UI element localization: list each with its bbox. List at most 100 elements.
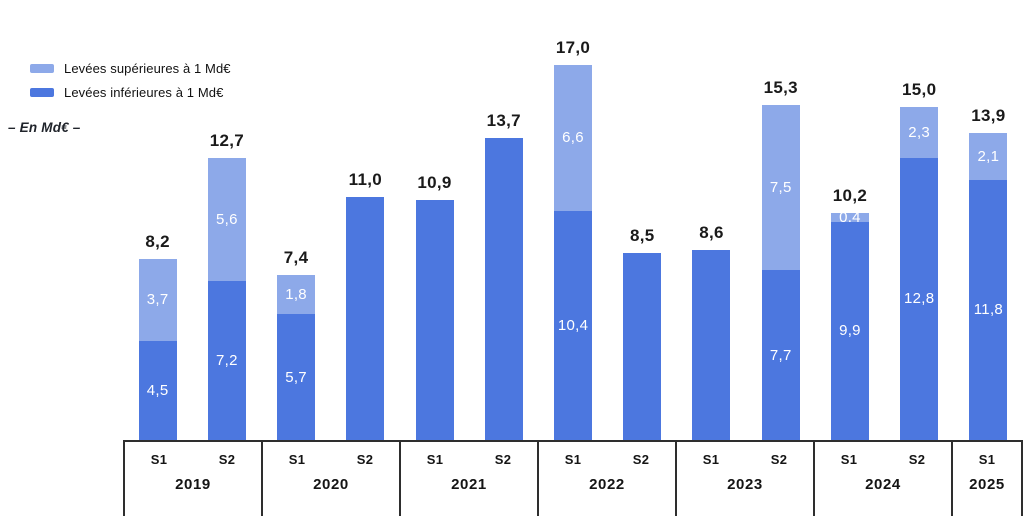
total-value-label: 15,3 xyxy=(763,77,798,97)
segment-inferieures xyxy=(484,137,523,440)
total-value-label: 12,7 xyxy=(209,130,244,150)
legend-item-superieures: Levées supérieures à 1 Md€ xyxy=(30,61,231,76)
semester-label-2021-S1: S1 xyxy=(426,452,444,467)
segment-superieures: 1,8 xyxy=(277,274,316,315)
semester-row: S1 S2 xyxy=(677,442,813,467)
semester-label-2021-S2: S2 xyxy=(494,452,512,467)
stacked-bar-2024-S2: 15,0 2,3 12,8 xyxy=(900,80,939,440)
axis-group-2021: S1 S2 2021 xyxy=(399,442,537,516)
segment-inferieures: 7,2 xyxy=(207,281,246,440)
segment-superieures: 0,4 xyxy=(830,208,869,226)
segment-value-label: 11,8 xyxy=(973,301,1004,319)
segment-superieures: 7,5 xyxy=(761,104,800,271)
semester-label-2024-S1: S1 xyxy=(840,452,858,467)
segment-value-label: 2,3 xyxy=(908,123,931,141)
legend-label-inferieures: Levées inférieures à 1 Md€ xyxy=(64,85,224,100)
total-value-label: 13,9 xyxy=(971,106,1006,126)
segment-value-label: 0,4 xyxy=(839,208,861,226)
bar-slot-2019-S2: 12,7 5,6 7,2 xyxy=(192,0,261,440)
legend-swatch-light-blue xyxy=(30,64,54,73)
legend-swatch-dark-blue xyxy=(30,88,54,97)
segment-superieures: 6,6 xyxy=(554,65,593,211)
total-value-label: 10,2 xyxy=(832,185,868,205)
bar-slot-2025-S1: 13,9 2,1 11,8 xyxy=(954,0,1023,440)
stacked-bar-2020-S2: 11,0 xyxy=(346,170,385,440)
segment-value-label: 7,7 xyxy=(769,346,792,364)
segment-inferieures xyxy=(692,250,731,440)
segment-value-label: 5,6 xyxy=(215,210,238,228)
bar-slot-2020-S2: 11,0 xyxy=(331,0,400,440)
axis-group-2022: S1 S2 2022 xyxy=(537,442,675,516)
year-label-2021: 2021 xyxy=(451,476,487,493)
semester-row: S1 S2 xyxy=(815,442,951,467)
segment-inferieures: 4,5 xyxy=(138,340,177,440)
semester-label-2022-S2: S2 xyxy=(632,452,650,467)
segment-inferieures xyxy=(623,252,662,440)
segment-inferieures xyxy=(346,197,385,440)
bar-slot-2022-S1: 17,0 6,6 10,4 xyxy=(538,0,607,440)
segment-inferieures: 12,8 xyxy=(900,157,939,440)
segment-inferieures: 11,8 xyxy=(969,179,1008,440)
stacked-bar-2024-S1: 10,2 0,4 9,9 xyxy=(830,186,869,440)
segment-value-label: 7,5 xyxy=(769,178,792,196)
unit-label: – En Md€ – xyxy=(8,120,81,135)
stacked-bar-2021-S2: 13,7 xyxy=(484,111,523,440)
axis-group-2025: S1 2025 xyxy=(951,442,1021,516)
semester-label-2023-S1: S1 xyxy=(702,452,720,467)
segment-value-label: 9,9 xyxy=(839,322,861,340)
semester-label-2023-S2: S2 xyxy=(770,452,788,467)
segment-value-label: 7,2 xyxy=(215,352,238,370)
segment-inferieures: 5,7 xyxy=(277,314,316,440)
segment-value-label: 4,5 xyxy=(146,381,169,399)
stacked-bar-2021-S1: 10,9 xyxy=(415,173,454,440)
segment-superieures: 2,1 xyxy=(969,133,1008,180)
semester-label-2025-S1: S1 xyxy=(978,452,996,467)
semester-label-2024-S2: S2 xyxy=(908,452,926,467)
total-value-label: 17,0 xyxy=(555,38,591,58)
segment-value-label: 12,8 xyxy=(903,290,935,308)
segment-inferieures: 9,9 xyxy=(830,221,869,440)
segment-value-label: 3,7 xyxy=(146,291,169,309)
stacked-bar-2023-S2: 15,3 7,5 7,7 xyxy=(761,78,800,440)
total-value-label: 10,9 xyxy=(417,172,452,192)
total-value-label: 8,6 xyxy=(699,223,724,243)
total-value-label: 8,5 xyxy=(629,225,655,245)
x-axis: S1 S2 2019 S1 S2 2020 S1 S2 2021 S1 S2 2022 S1 S2 2023… xyxy=(123,440,1023,516)
semester-row: S1 S2 xyxy=(263,442,399,467)
stacked-bar-2019-S2: 12,7 5,6 7,2 xyxy=(207,131,246,440)
axis-group-2019: S1 S2 2019 xyxy=(123,442,261,516)
semester-label-2019-S2: S2 xyxy=(218,452,236,467)
legend: Levées supérieures à 1 Md€ Levées inféri… xyxy=(30,61,231,100)
bar-slot-2021-S1: 10,9 xyxy=(400,0,469,440)
bar-slot-2023-S1: 8,6 xyxy=(677,0,746,440)
stacked-bar-2025-S1: 13,9 2,1 11,8 xyxy=(969,106,1008,440)
total-value-label: 15,0 xyxy=(902,79,937,99)
year-label-2022: 2022 xyxy=(589,476,625,493)
total-value-label: 7,4 xyxy=(283,247,309,267)
axis-group-2024: S1 S2 2024 xyxy=(813,442,951,516)
total-value-label: 13,7 xyxy=(486,110,521,130)
semester-row: S1 S2 xyxy=(401,442,537,467)
year-label-2025: 2025 xyxy=(969,476,1005,493)
semester-row: S1 S2 xyxy=(539,442,675,467)
year-label-2019: 2019 xyxy=(175,476,211,493)
semester-label-2020-S2: S2 xyxy=(356,452,374,467)
year-label-2024: 2024 xyxy=(865,476,901,493)
plot-area: 8,2 3,7 4,5 12,7 5,6 7,2 7,4 1,8 5,7 11,0 10,9 13,7… xyxy=(123,0,1023,440)
legend-label-superieures: Levées supérieures à 1 Md€ xyxy=(64,61,231,76)
semester-label-2022-S1: S1 xyxy=(564,452,582,467)
bar-slot-2023-S2: 15,3 7,5 7,7 xyxy=(746,0,815,440)
semester-label-2020-S1: S1 xyxy=(288,452,306,467)
total-value-label: 11,0 xyxy=(348,170,382,190)
bar-slot-2019-S1: 8,2 3,7 4,5 xyxy=(123,0,192,440)
segment-value-label: 1,8 xyxy=(285,285,307,303)
stacked-bar-2020-S1: 7,4 1,8 5,7 xyxy=(277,248,316,440)
bar-slot-2021-S2: 13,7 xyxy=(469,0,538,440)
segment-inferieures: 7,7 xyxy=(761,270,800,440)
total-value-label: 8,2 xyxy=(145,232,170,252)
semester-row: S1 S2 xyxy=(125,442,261,467)
segment-value-label: 6,6 xyxy=(562,129,584,147)
bar-slot-2020-S1: 7,4 1,8 5,7 xyxy=(261,0,330,440)
segment-value-label: 5,7 xyxy=(285,368,307,386)
stacked-bar-2022-S2: 8,5 xyxy=(623,226,662,440)
